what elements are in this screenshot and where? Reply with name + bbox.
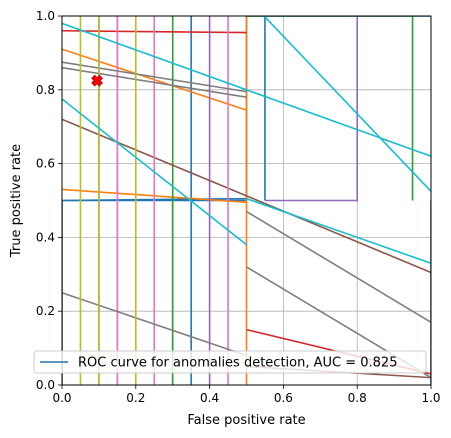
y-axis-label: True positive rate: [9, 144, 24, 258]
marker-layer: [91, 74, 103, 87]
y-tick-label: 0.0: [36, 378, 55, 392]
x-tick-label: 0.6: [274, 391, 293, 405]
series-line-22: [62, 61, 247, 93]
series-line-32: [262, 16, 431, 192]
y-tick-label: 0.6: [36, 157, 55, 171]
series-line-24: [62, 291, 247, 357]
series-line-15: [264, 16, 359, 202]
x-tick-label: 0.4: [200, 391, 219, 405]
y-tick-label: 0.4: [36, 230, 55, 244]
series-layer: [62, 16, 431, 385]
marker-shape: [91, 74, 103, 87]
series-line-25: [246, 210, 431, 323]
y-tick-label: 0.8: [36, 83, 55, 97]
legend-label: ROC curve for anomalies detection, AUC =…: [78, 356, 397, 371]
x-tick-label: 0.0: [52, 391, 71, 405]
series-line-9: [246, 16, 414, 201]
x-tick-label: 0.2: [126, 391, 145, 405]
x-tick-label: 0.8: [348, 391, 367, 405]
x-tick-label: 1.0: [421, 391, 440, 405]
legend: ROC curve for anomalies detection, AUC =…: [33, 350, 427, 374]
legend-box: [33, 350, 427, 374]
operating-point-marker: [91, 74, 103, 87]
plot-frame: [61, 15, 432, 386]
x-axis-label: False positive rate: [187, 413, 305, 428]
y-tick-label: 1.0: [36, 9, 55, 23]
series-line-30: [62, 22, 431, 157]
axis-ticks: 0.0 0.2 0.4 0.6 0.8 1.0 0.0 0.2 0.4 0.6 0.8 1.0: [36, 9, 441, 405]
series-line-33: [246, 197, 431, 264]
y-tick-label: 0.2: [36, 304, 55, 318]
series-line-23: [62, 66, 247, 98]
series-line-17: [62, 118, 431, 274]
series-line-31: [62, 98, 247, 246]
